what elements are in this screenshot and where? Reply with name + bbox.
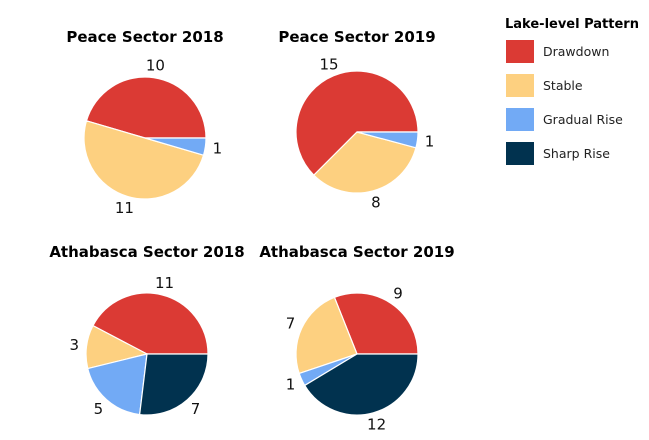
legend-title: Lake-level Pattern (505, 17, 639, 32)
pie-slice-drawdown (295, 70, 419, 176)
chart-title: Athabasca Sector 2019 (259, 243, 454, 261)
legend-label: Gradual Rise (543, 112, 623, 127)
pie-chart: Peace Sector 2019 15 8 1 (278, 28, 435, 212)
slice-value-label: 8 (371, 194, 381, 212)
pie-slice-stable (83, 120, 205, 200)
pie-slice-stable (313, 131, 417, 194)
pie-slice-gradual-rise (144, 137, 207, 156)
slice-value-label: 9 (393, 284, 403, 302)
slice-value-label: 7 (286, 314, 296, 332)
slice-value-label: 1 (286, 376, 296, 394)
pie-chart: Athabasca Sector 2018 11 3 5 7 (49, 243, 244, 418)
pie-chart: Athabasca Sector 2019 9 7 1 12 (259, 243, 454, 434)
pie-slice-drawdown (333, 292, 419, 355)
pie-slice-stable (295, 296, 358, 375)
slice-value-label: 11 (155, 274, 174, 292)
chart-title: Peace Sector 2018 (66, 28, 223, 46)
legend-swatch (506, 74, 534, 97)
pie-slice-sharp-rise (138, 353, 209, 416)
slice-value-label: 5 (94, 400, 104, 418)
legend-label: Sharp Rise (543, 146, 610, 161)
pie-slice-drawdown (92, 292, 209, 355)
legend-swatch (506, 108, 534, 131)
slice-value-label: 12 (367, 416, 386, 434)
pie-slice-gradual-rise (356, 131, 419, 149)
legend-swatch (506, 40, 534, 63)
pie-slice-drawdown (85, 76, 207, 139)
chart-title: Peace Sector 2019 (278, 28, 435, 46)
legend-swatch (506, 142, 534, 165)
slice-value-label: 1 (425, 133, 435, 151)
slice-value-label: 7 (191, 400, 201, 418)
legend-label: Stable (543, 78, 583, 93)
chart-title: Athabasca Sector 2018 (49, 243, 244, 261)
pie-slice-sharp-rise (303, 353, 419, 416)
legend: Lake-level Pattern Drawdown Stable Gradual … (505, 17, 639, 165)
pie-slice-gradual-rise (87, 353, 148, 416)
slice-value-label: 11 (115, 199, 134, 217)
legend-label: Drawdown (543, 44, 609, 59)
slice-value-label: 15 (319, 55, 338, 73)
slice-value-label: 10 (146, 57, 165, 75)
slice-value-label: 1 (213, 139, 223, 157)
slice-value-label: 3 (70, 336, 80, 354)
